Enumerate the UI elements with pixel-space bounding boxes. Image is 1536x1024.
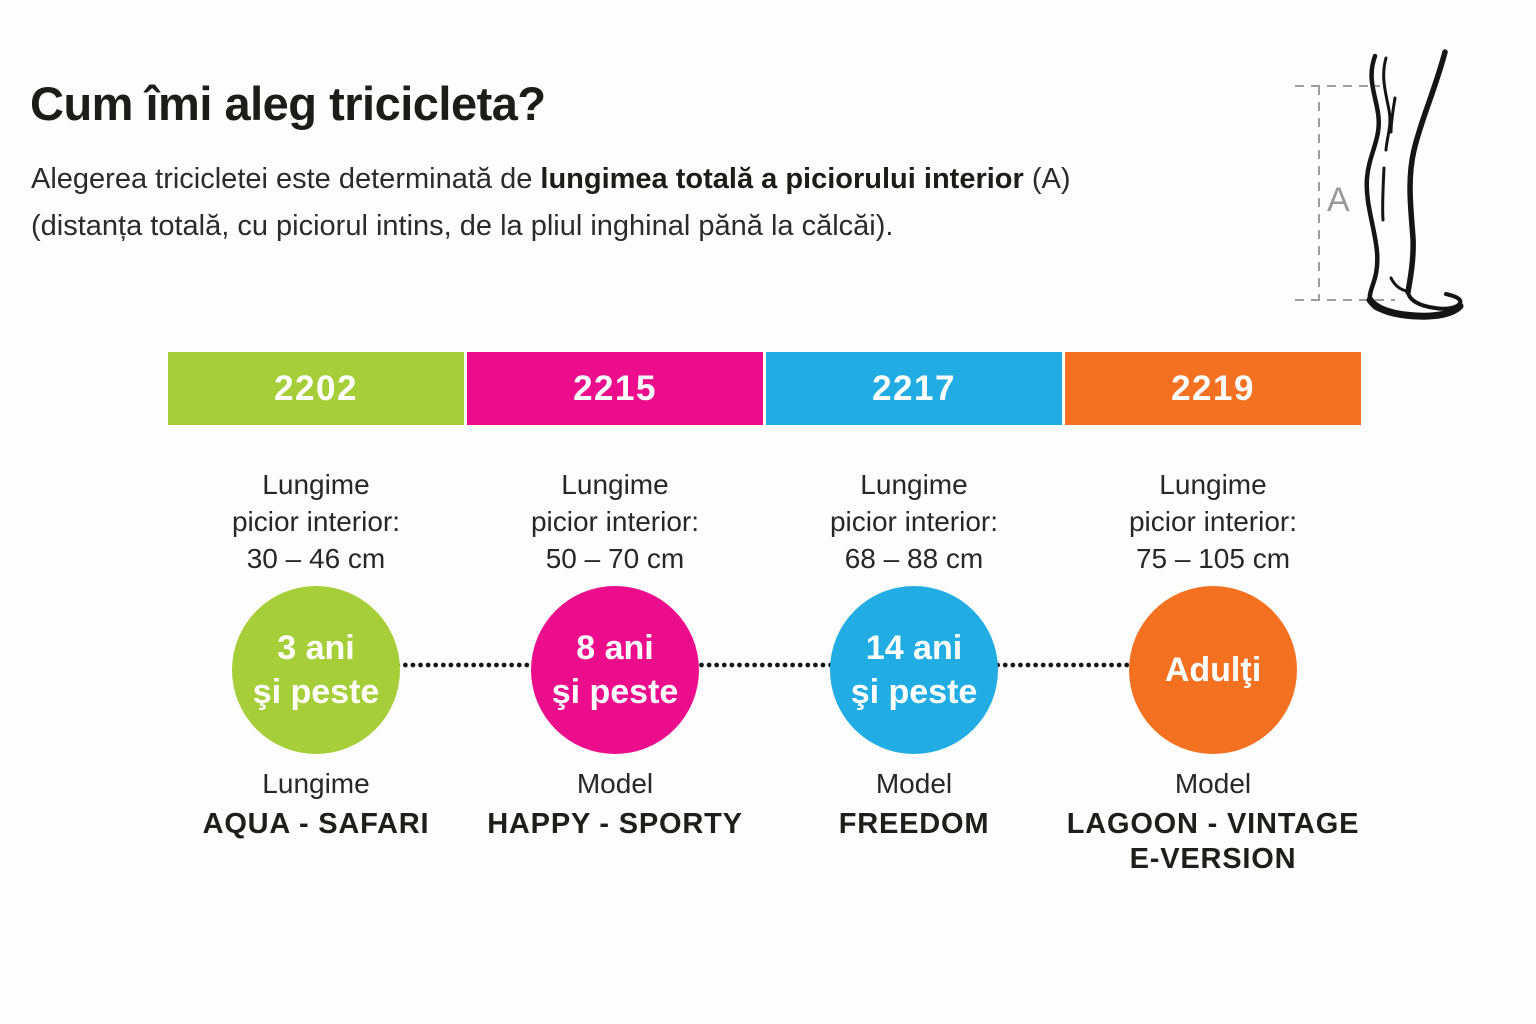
model-label: Model [576,768,654,799]
model-name-line1: AQUA - SAFARI [202,808,430,840]
age-circle-14-ani: 14 ani şi peste [830,586,998,754]
length-range: 75 – 105 cm [1135,543,1291,574]
age-line2: şi peste [252,673,380,711]
age-circles-row: 3 ani şi peste 8 ani şi peste 14 ani şi … [168,586,1361,754]
model-label: Model [1174,768,1252,799]
code-bar-2202: 2202 [168,352,464,425]
code-bar-2219: 2219 [1065,352,1361,425]
age-circle-adulti: Adulţi [1129,586,1297,754]
dimension-a-label: A [1327,181,1350,219]
model-name-line1: FREEDOM [838,808,990,840]
model-name-line1: LAGOON - VINTAGE [1066,808,1360,840]
length-range: 30 – 46 cm [246,543,386,574]
leg-length-col-2215: Lungime picior interior: 50 – 70 cm [467,466,763,577]
intro-regular-text: Alegerea tricicletei este determinată de [31,163,541,195]
leg-length-col-2217: Lungime picior interior: 68 – 88 cm [766,466,1062,577]
age-circle-3-ani: 3 ani şi peste [232,586,400,754]
age-circle-col-2202: 3 ani şi peste [168,586,464,754]
intro-bold-text: lungimea totală a piciorului interior [540,163,1024,195]
age-line1: 14 ani [865,629,963,667]
intro-suffix-text: (A) [1023,163,1071,195]
length-label-line2: picior interior: [231,506,401,537]
leg-length-row: Lungime picior interior: 30 – 46 cm Lung… [168,466,1361,577]
model-col-2215: Model HAPPY - SPORTY [467,768,763,877]
leg-sketch-illustration: A [1295,49,1464,320]
model-col-2202: Lungime AQUA - SAFARI [168,768,464,877]
length-label-line1: Lungime [561,469,669,500]
length-label-line1: Lungime [1159,469,1267,500]
page-title: Cum îmi aleg tricicleta? [30,77,546,130]
intro-line-1: Alegerea tricicletei este determinată de… [31,156,1071,203]
length-label-line2: picior interior: [829,506,999,537]
age-line2: şi peste [850,673,978,711]
length-label-line1: Lungime [860,469,968,500]
dotted-connector-line [318,662,1214,668]
age-line1: 8 ani [576,629,654,667]
age-circle-col-2215: 8 ani şi peste [467,586,763,754]
model-label: Lungime [262,768,370,799]
model-name-line2: E-VERSION [1129,843,1297,875]
code-bars-row: 2202 2215 2217 2219 [168,352,1361,425]
age-line2: şi peste [551,673,679,711]
length-label-line1: Lungime [262,469,370,500]
age-line1: 3 ani [277,629,355,667]
intro-line-2: (distanța totală, cu piciorul intins, de… [31,210,894,242]
dimension-lines [1295,85,1395,301]
age-circle-col-2217: 14 ani şi peste [766,586,1062,754]
code-bar-2215: 2215 [467,352,763,425]
leg-measurement-figure: A [1283,38,1478,323]
age-circle-col-2219: Adulţi [1065,586,1361,754]
leg-length-col-2202: Lungime picior interior: 30 – 46 cm [168,466,464,577]
models-row: Lungime AQUA - SAFARI Model HAPPY - SPOR… [168,768,1361,877]
model-label: Model [875,768,953,799]
length-range: 50 – 70 cm [545,543,685,574]
leg-outline [1364,49,1464,320]
model-col-2219: Model LAGOON - VINTAGE E-VERSION [1065,768,1361,877]
leg-length-col-2219: Lungime picior interior: 75 – 105 cm [1065,466,1361,577]
length-label-line2: picior interior: [530,506,700,537]
length-label-line2: picior interior: [1128,506,1298,537]
code-bar-2217: 2217 [766,352,1062,425]
age-circle-8-ani: 8 ani şi peste [531,586,699,754]
length-range: 68 – 88 cm [844,543,984,574]
intro-text: Alegerea tricicletei este determinată de… [31,156,1071,250]
model-name-line1: HAPPY - SPORTY [487,808,743,840]
model-col-2217: Model FREEDOM [766,768,1062,877]
age-line1: Adulţi [1164,651,1262,689]
